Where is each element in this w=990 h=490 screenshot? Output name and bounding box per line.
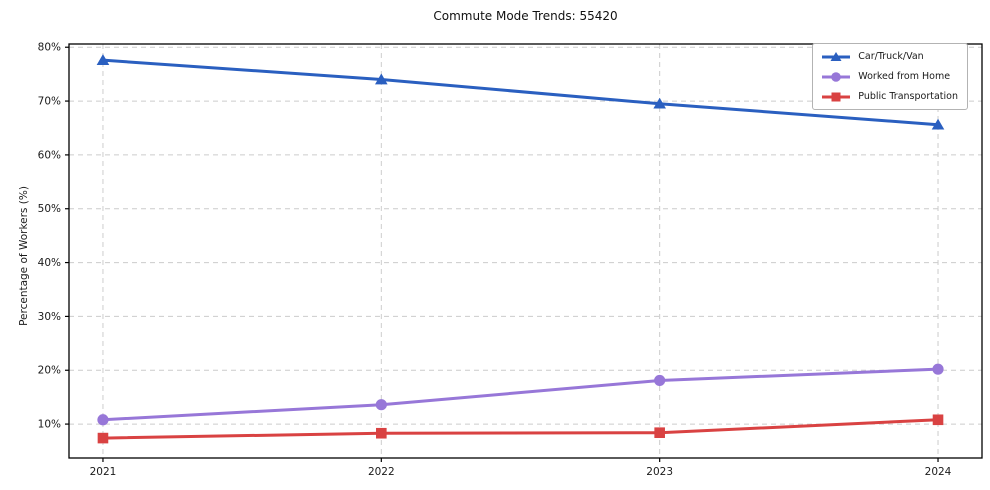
legend-item: Worked from Home (821, 69, 958, 84)
legend-swatch-circle-icon (822, 71, 851, 82)
x-tick-label: 2022 (368, 466, 395, 478)
series-worked-from-home-marker-circle (375, 399, 387, 411)
series-worked-from-home-marker-circle (97, 414, 109, 426)
series-car-truck-van-marker-triangle (931, 118, 945, 130)
series-car-truck-van-line (101, 58, 940, 127)
series-car-truck-van-marker-triangle (653, 97, 666, 109)
y-tick-label: 60% (38, 149, 61, 161)
series-public-transportation-marker-square (376, 427, 387, 439)
series-worked-from-home-marker-circle (932, 363, 944, 375)
x-tick-label: 2021 (90, 466, 117, 478)
legend-swatch-square-icon (822, 92, 851, 101)
legend-label: Worked from Home (858, 71, 951, 82)
legend-label: Public Transportation (858, 91, 958, 102)
axes-spines (68, 43, 983, 459)
chart-title: Commute Mode Trends: 55420 (433, 9, 618, 23)
series-worked-from-home-marker-circle (654, 374, 666, 387)
legend-item: Public Transportation (821, 89, 958, 104)
series-public-transportation-marker-square (97, 432, 109, 444)
y-tick-label: 80% (38, 42, 61, 54)
y-tick-label: 50% (38, 203, 61, 215)
series-worked-from-home-line (101, 367, 940, 422)
y-tick-label: 10% (38, 419, 61, 431)
y-tick-label: 20% (38, 365, 61, 377)
x-tick-label: 2024 (925, 466, 952, 478)
legend-label: Car/Truck/Van (858, 51, 924, 62)
legend-item: Car/Truck/Van (821, 49, 958, 64)
legend: Car/Truck/Van Worked from Home Public Tran… (812, 43, 968, 110)
y-tick-label: 70% (38, 96, 61, 108)
series-car-truck-van-marker-triangle (96, 54, 110, 65)
legend-swatch-triangle-icon (822, 51, 851, 61)
series-public-transportation-marker-square (932, 414, 944, 426)
series-car-truck-van-marker-triangle (375, 73, 388, 85)
y-tick-label: 40% (38, 257, 61, 269)
x-tick-label: 2023 (646, 466, 673, 478)
series-public-transportation-marker-square (654, 427, 665, 438)
y-tick-label: 30% (38, 311, 61, 323)
series-public-transportation-line (101, 418, 940, 440)
